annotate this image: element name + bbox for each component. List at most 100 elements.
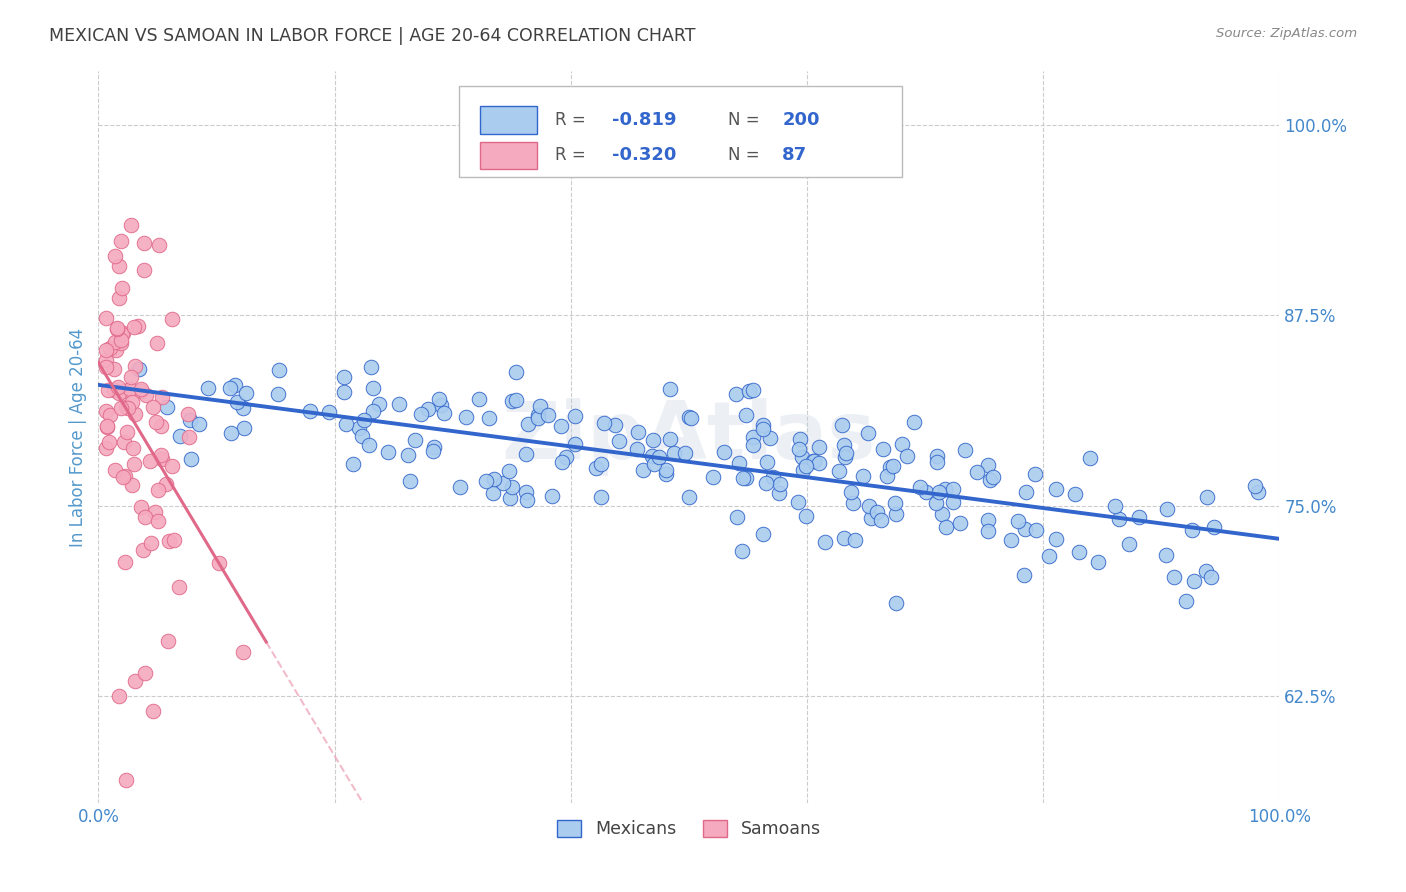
Point <box>112 434 135 449</box>
Point <box>915 485 938 500</box>
Point <box>418 402 440 417</box>
Point <box>105 321 128 335</box>
Point <box>478 410 501 425</box>
Point <box>662 446 685 460</box>
Point <box>673 446 696 460</box>
Point <box>876 468 898 483</box>
Point <box>884 596 907 610</box>
FancyBboxPatch shape <box>479 142 537 169</box>
Point <box>404 433 426 447</box>
Point <box>180 451 202 466</box>
Point <box>94 404 117 418</box>
Point <box>702 470 724 484</box>
Point <box>839 485 862 500</box>
Point <box>896 449 918 463</box>
Point <box>626 442 648 456</box>
Point <box>120 219 142 233</box>
Point <box>347 421 370 435</box>
Point <box>110 401 132 416</box>
Point <box>858 425 880 440</box>
Point <box>149 448 172 462</box>
Point <box>831 418 853 433</box>
Point <box>475 474 498 488</box>
Point <box>129 384 152 399</box>
Point <box>942 495 965 509</box>
Point <box>157 533 180 548</box>
Point <box>150 452 173 467</box>
Point <box>1078 451 1101 466</box>
Point <box>935 520 957 534</box>
Point <box>188 417 211 432</box>
Point <box>104 334 127 349</box>
Point <box>536 408 558 422</box>
Point <box>564 409 586 423</box>
Point <box>585 460 607 475</box>
Point <box>97 434 120 449</box>
Point <box>789 432 811 446</box>
Point <box>554 450 576 464</box>
Point <box>115 425 138 439</box>
Point <box>129 500 152 514</box>
Point <box>1244 478 1267 492</box>
Point <box>388 397 411 411</box>
Point <box>925 496 948 510</box>
Point <box>267 363 290 377</box>
Y-axis label: In Labor Force | Age 20-64: In Labor Force | Age 20-64 <box>69 327 87 547</box>
Point <box>367 397 389 411</box>
Point <box>1128 509 1150 524</box>
Point <box>641 450 664 464</box>
Point <box>177 407 200 421</box>
Legend: Mexicans, Samoans: Mexicans, Samoans <box>550 814 828 846</box>
Point <box>107 385 129 400</box>
Point <box>120 369 142 384</box>
Point <box>879 459 901 474</box>
Point <box>713 445 735 459</box>
Point <box>429 392 451 406</box>
Point <box>883 495 905 509</box>
Point <box>169 580 191 594</box>
Point <box>953 442 976 457</box>
Point <box>589 457 612 471</box>
Point <box>589 490 612 504</box>
Point <box>1014 484 1036 499</box>
Point <box>127 318 149 333</box>
Point <box>468 392 491 407</box>
Point <box>592 416 614 430</box>
Point <box>607 434 630 448</box>
Point <box>117 401 139 416</box>
Point <box>160 312 183 326</box>
Point <box>124 673 146 688</box>
Point <box>169 429 191 443</box>
Point <box>267 386 290 401</box>
FancyBboxPatch shape <box>458 86 901 178</box>
Point <box>233 421 256 435</box>
Point <box>1156 501 1178 516</box>
Point <box>124 320 146 334</box>
Point <box>550 418 572 433</box>
Point <box>146 483 169 497</box>
Text: R =: R = <box>555 112 592 129</box>
Point <box>1202 520 1225 534</box>
Point <box>934 482 956 496</box>
Point <box>631 463 654 477</box>
Point <box>792 463 814 477</box>
Point <box>208 557 231 571</box>
FancyBboxPatch shape <box>479 106 537 135</box>
Point <box>977 458 1000 472</box>
Point <box>648 450 671 464</box>
Point <box>655 462 678 476</box>
Point <box>769 477 792 491</box>
Point <box>737 384 759 398</box>
Point <box>852 469 875 483</box>
Point <box>115 400 138 414</box>
Point <box>118 382 141 396</box>
Point <box>903 415 925 429</box>
Point <box>870 513 893 527</box>
Point <box>844 533 866 547</box>
Point <box>146 336 169 351</box>
Point <box>741 430 763 444</box>
Point <box>105 343 128 357</box>
Text: R =: R = <box>555 146 592 164</box>
Point <box>224 377 246 392</box>
Point <box>529 399 551 413</box>
